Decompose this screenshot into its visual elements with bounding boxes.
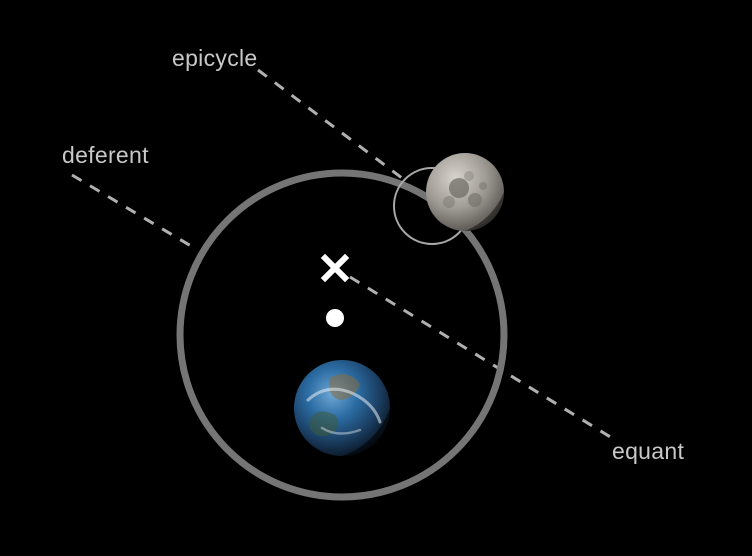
label-epicycle: epicycle [172, 45, 258, 72]
label-equant: equant [612, 438, 684, 465]
earth [294, 360, 390, 456]
equant-x [325, 258, 345, 278]
diagram-stage: epicycle deferent equant [0, 0, 752, 556]
label-deferent: deferent [62, 142, 149, 169]
center-dot [326, 309, 344, 327]
diagram-svg [0, 0, 752, 556]
moon-body [426, 153, 504, 231]
